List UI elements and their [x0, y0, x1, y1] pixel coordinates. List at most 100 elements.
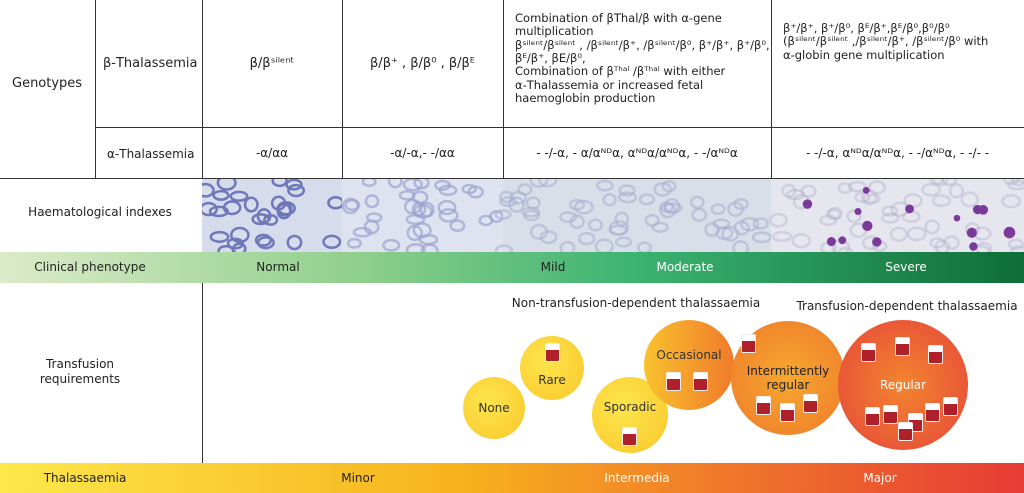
- beta-genotype-line: β⁺/β⁺, β⁺/β⁰, βᴱ/β⁺,βᴱ/β⁰,β⁰/β⁰: [783, 21, 950, 35]
- smear-part: [594, 238, 614, 252]
- smear-part: [862, 186, 870, 194]
- smear-part: [202, 182, 215, 198]
- blood-bag-icon: [898, 422, 913, 441]
- smear-part: [881, 205, 899, 217]
- smear-part: [978, 204, 989, 215]
- smear-part: [868, 180, 887, 195]
- smear-part: [449, 219, 466, 232]
- blood-bag-icon: [861, 343, 876, 362]
- smear-part: [838, 236, 847, 245]
- smear-part: [618, 184, 636, 197]
- smear-part: [494, 209, 512, 220]
- smear-part: [771, 230, 793, 243]
- smear-part: [921, 182, 942, 197]
- smear-part: [230, 226, 250, 244]
- smear-part: [596, 179, 614, 192]
- smear-part: [953, 214, 961, 222]
- smear-part: [602, 193, 617, 207]
- thalassaemia-class: Major: [863, 471, 897, 485]
- smear-part: [862, 220, 873, 231]
- smear-part: [732, 240, 750, 252]
- transfusion-level: None: [463, 377, 525, 439]
- smear-part: [285, 179, 303, 191]
- smear-part: [826, 237, 836, 247]
- smear-part: [405, 243, 426, 252]
- smear-part: [802, 199, 813, 209]
- smear-part: [638, 193, 656, 206]
- smear-part: [969, 242, 978, 251]
- blood-bag-icon: [895, 337, 910, 356]
- smear-part: [1003, 226, 1016, 239]
- smear-part: [727, 201, 744, 217]
- smear-part: [941, 179, 957, 187]
- smear-part: [420, 243, 439, 252]
- thalassaemia-class: Intermedia: [604, 471, 670, 485]
- smear-part: [948, 182, 965, 199]
- smear-part: [872, 237, 882, 247]
- blood-bag-icon: [883, 405, 898, 424]
- level-label: Sporadic: [603, 400, 657, 414]
- smear-part: [341, 197, 359, 215]
- blood-bag-icon: [865, 407, 880, 426]
- smear-part: [966, 227, 977, 238]
- beta-genotype-line: βˢⁱˡᵉⁿᵗ/βˢⁱˡᵉⁿᵗ , /βˢⁱˡᵉⁿᵗ/β⁺, /βˢⁱˡᵉⁿᵗ/…: [515, 37, 770, 52]
- smear-part: [663, 202, 683, 214]
- thalassaemia-bar: [0, 463, 1024, 493]
- smear-part: [216, 179, 237, 191]
- smear-part: [521, 206, 541, 218]
- smear-part: [769, 212, 788, 228]
- beta-genotype-line: haemoglobin production: [515, 90, 656, 105]
- row-line: [95, 127, 1024, 128]
- transfusion-level: Rare: [520, 336, 584, 400]
- smear-part: [862, 193, 881, 205]
- smear-part: [322, 234, 342, 249]
- blood-bag-icon: [943, 397, 958, 416]
- transfusion-level: Regular: [838, 320, 968, 450]
- smear-part: [617, 191, 638, 204]
- smear-part: [1003, 179, 1020, 186]
- smear-part: [733, 220, 751, 236]
- smear-part: [517, 183, 533, 196]
- blood-bag-icon: [928, 345, 943, 364]
- smear-part: [791, 233, 811, 249]
- phenotype-stage: Mild: [540, 260, 566, 274]
- smear-part: [847, 180, 867, 193]
- smear-part: [752, 217, 769, 230]
- col-line: [771, 0, 772, 178]
- clinical-label: Clinical phenotype: [34, 260, 146, 274]
- smear-part: [467, 185, 484, 199]
- smear-part: [924, 219, 940, 235]
- smear-part: [880, 212, 900, 224]
- col-line: [202, 283, 203, 463]
- smear-part: [209, 230, 230, 243]
- smear-part: [229, 190, 249, 202]
- beta-genotype: β/βˢⁱˡᵉⁿᵗ: [249, 56, 295, 71]
- phenotype-bar: [0, 252, 1024, 283]
- smear-part: [405, 213, 426, 225]
- group-heading: Non-transfusion-dependent thalassaemia: [511, 296, 761, 310]
- smear-part: [364, 194, 380, 209]
- thalassaemia-label: Thalassaemia: [43, 471, 127, 485]
- beta-genotype-line: Combination of βᵀʰᵃˡ /βᵀʰᵃˡ with either: [515, 64, 726, 79]
- row-line: [0, 178, 1024, 179]
- smear-part: [498, 190, 515, 204]
- smear-part: [437, 199, 457, 216]
- smear-part: [202, 201, 218, 217]
- smear-part: [559, 240, 576, 252]
- beta-genotype-line: Combination of βThal/β with α-gene: [515, 11, 722, 25]
- beta-genotype-line: α-Thalassemia or increased fetal: [515, 77, 704, 92]
- genotypes-label: Genotypes: [12, 76, 83, 91]
- smear-part: [539, 230, 558, 245]
- smear-part: [499, 196, 518, 208]
- level-label: Occasional: [656, 348, 722, 362]
- smear-part: [352, 226, 373, 238]
- smear-part: [578, 231, 596, 246]
- smear-part: [276, 202, 292, 220]
- col-line: [202, 0, 203, 252]
- smear-part: [529, 179, 549, 188]
- transfusion-level: Occasional: [644, 320, 734, 410]
- smear-part: [1011, 179, 1024, 187]
- transfusion-label: Transfusion: [45, 357, 115, 371]
- smear-part: [691, 207, 708, 223]
